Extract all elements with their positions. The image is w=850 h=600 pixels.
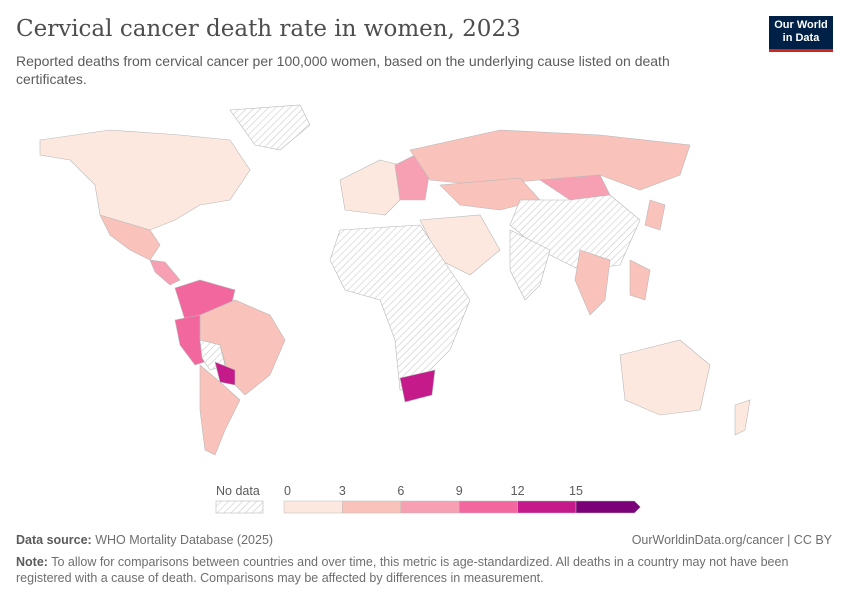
source-text: WHO Mortality Database (2025) <box>95 533 274 547</box>
world-map: No data 0 3 6 9 12 15 <box>39 104 751 514</box>
owid-logo[interactable]: Our World in Data <box>769 16 833 52</box>
source-label: Data source: <box>16 533 92 547</box>
legend-no-data-label: No data <box>216 484 260 498</box>
source-url[interactable]: OurWorldinData.org/cancer | CC BY <box>631 533 832 547</box>
note-text: To allow for comparisons between countri… <box>16 555 789 585</box>
region-greenland[interactable] <box>229 104 311 151</box>
region-india[interactable] <box>509 229 551 301</box>
legend-tick-label: 12 <box>511 484 525 498</box>
legend-bin-6-9[interactable] <box>400 500 460 514</box>
note-label: Note: <box>16 555 48 569</box>
page-title: Cervical cancer death rate in women, 202… <box>16 16 521 42</box>
region-new-zealand[interactable] <box>734 399 751 436</box>
legend-tick-label: 3 <box>339 484 346 498</box>
region-japan[interactable] <box>644 199 666 231</box>
region-philippines[interactable] <box>629 259 651 301</box>
data-source: Data source: WHO Mortality Database (202… <box>16 533 273 547</box>
region-australia[interactable] <box>619 339 711 416</box>
region-argentina-chile[interactable] <box>199 364 241 456</box>
legend-bin-0-3[interactable] <box>283 500 343 514</box>
region-central-america[interactable] <box>149 259 181 286</box>
legend-bin->15[interactable] <box>575 500 641 514</box>
legend-bin-3-6[interactable] <box>342 500 402 514</box>
region-north-america[interactable] <box>39 129 251 231</box>
map-legend: No data 0 3 6 9 12 15 <box>215 484 641 514</box>
region-paraguay[interactable] <box>214 361 236 386</box>
legend-tick-label: 9 <box>456 484 463 498</box>
legend-bin-12-15[interactable] <box>517 500 577 514</box>
legend-bin-9-12[interactable] <box>458 500 518 514</box>
region-western-europe[interactable] <box>339 159 401 216</box>
legend-tick-label: 15 <box>569 484 583 498</box>
subtitle: Reported deaths from cervical cancer per… <box>16 53 670 87</box>
legend-tick-label: 0 <box>284 484 291 498</box>
note: Note: To allow for comparisons between c… <box>16 554 826 586</box>
region-southeast-asia[interactable] <box>574 249 611 316</box>
region-south-africa[interactable] <box>399 369 436 403</box>
legend-tick-label: 6 <box>397 484 404 498</box>
legend-no-data-swatch[interactable] <box>215 500 264 514</box>
